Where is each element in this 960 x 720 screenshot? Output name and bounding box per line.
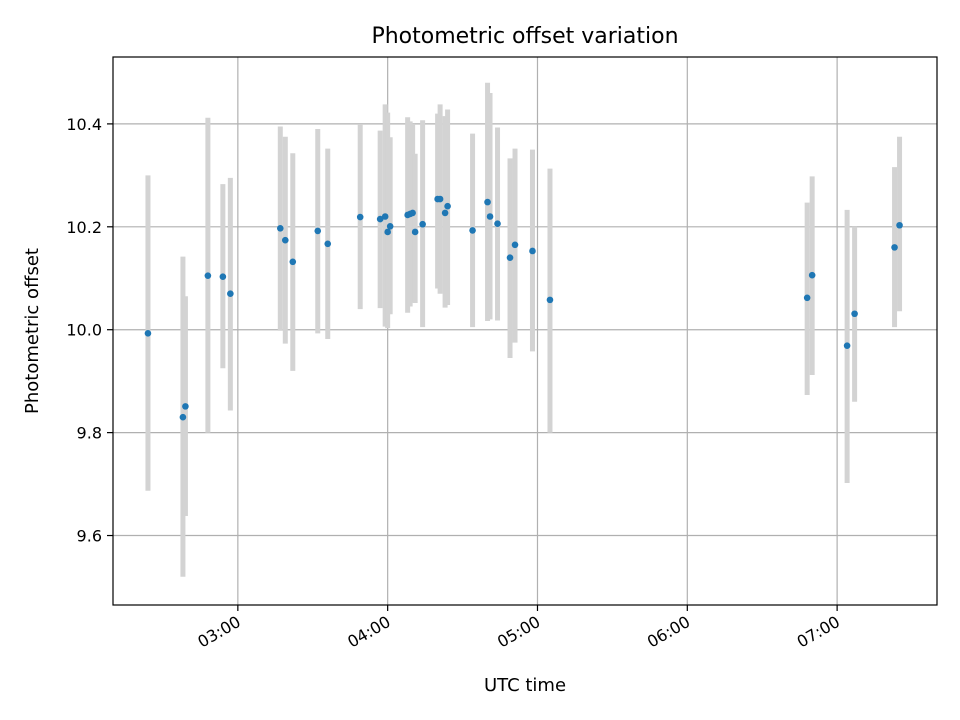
y-axis-label: Photometric offset: [22, 248, 43, 414]
data-point: [441, 209, 449, 217]
data-point: [529, 247, 536, 255]
data-point: [444, 202, 451, 210]
y-tick-label: 9.8: [77, 424, 102, 443]
data-point: [484, 198, 491, 206]
data-point: [803, 294, 811, 302]
data-point: [486, 213, 494, 220]
data-point: [314, 227, 322, 235]
data-point: [281, 236, 289, 244]
data-point: [891, 244, 898, 251]
data-point: [419, 220, 426, 228]
chart-title: Photometric offset variation: [371, 24, 678, 49]
x-axis-label: UTC time: [484, 675, 566, 696]
plot-frame: [112, 56, 938, 606]
data-point: [381, 213, 389, 220]
data-point: [204, 272, 212, 279]
data-point: [289, 258, 297, 266]
data-point: [506, 254, 514, 261]
data-point: [546, 296, 554, 304]
data-points: [144, 195, 903, 421]
data-point: [851, 310, 858, 318]
data-point: [276, 225, 284, 232]
grid: [113, 57, 937, 605]
y-tick-label: 10.4: [66, 115, 102, 134]
data-point: [219, 273, 227, 281]
data-point: [179, 413, 187, 421]
data-point: [144, 330, 152, 337]
data-point: [436, 195, 444, 203]
data-point: [324, 240, 332, 248]
data-point: [511, 241, 519, 249]
data-point: [469, 227, 476, 234]
data-point: [227, 290, 234, 297]
data-point: [386, 222, 394, 230]
data-point: [411, 228, 419, 236]
data-point: [384, 228, 391, 236]
data-point: [409, 209, 416, 217]
y-tick-label: 10.2: [66, 218, 102, 237]
y-tick-label: 9.6: [77, 527, 102, 546]
data-point: [494, 220, 501, 228]
data-point: [356, 213, 364, 221]
data-point: [376, 215, 384, 223]
data-point: [843, 342, 851, 349]
data-point: [896, 221, 903, 229]
data-point: [182, 403, 189, 410]
y-tick-label: 10.0: [66, 321, 102, 340]
data-point: [808, 271, 816, 279]
